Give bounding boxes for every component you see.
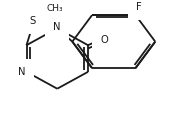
Text: S: S	[29, 16, 35, 26]
Text: F: F	[136, 2, 142, 12]
Text: O: O	[100, 35, 108, 45]
Text: CH₃: CH₃	[47, 4, 63, 13]
Text: N: N	[18, 67, 26, 77]
Text: N: N	[53, 22, 61, 32]
